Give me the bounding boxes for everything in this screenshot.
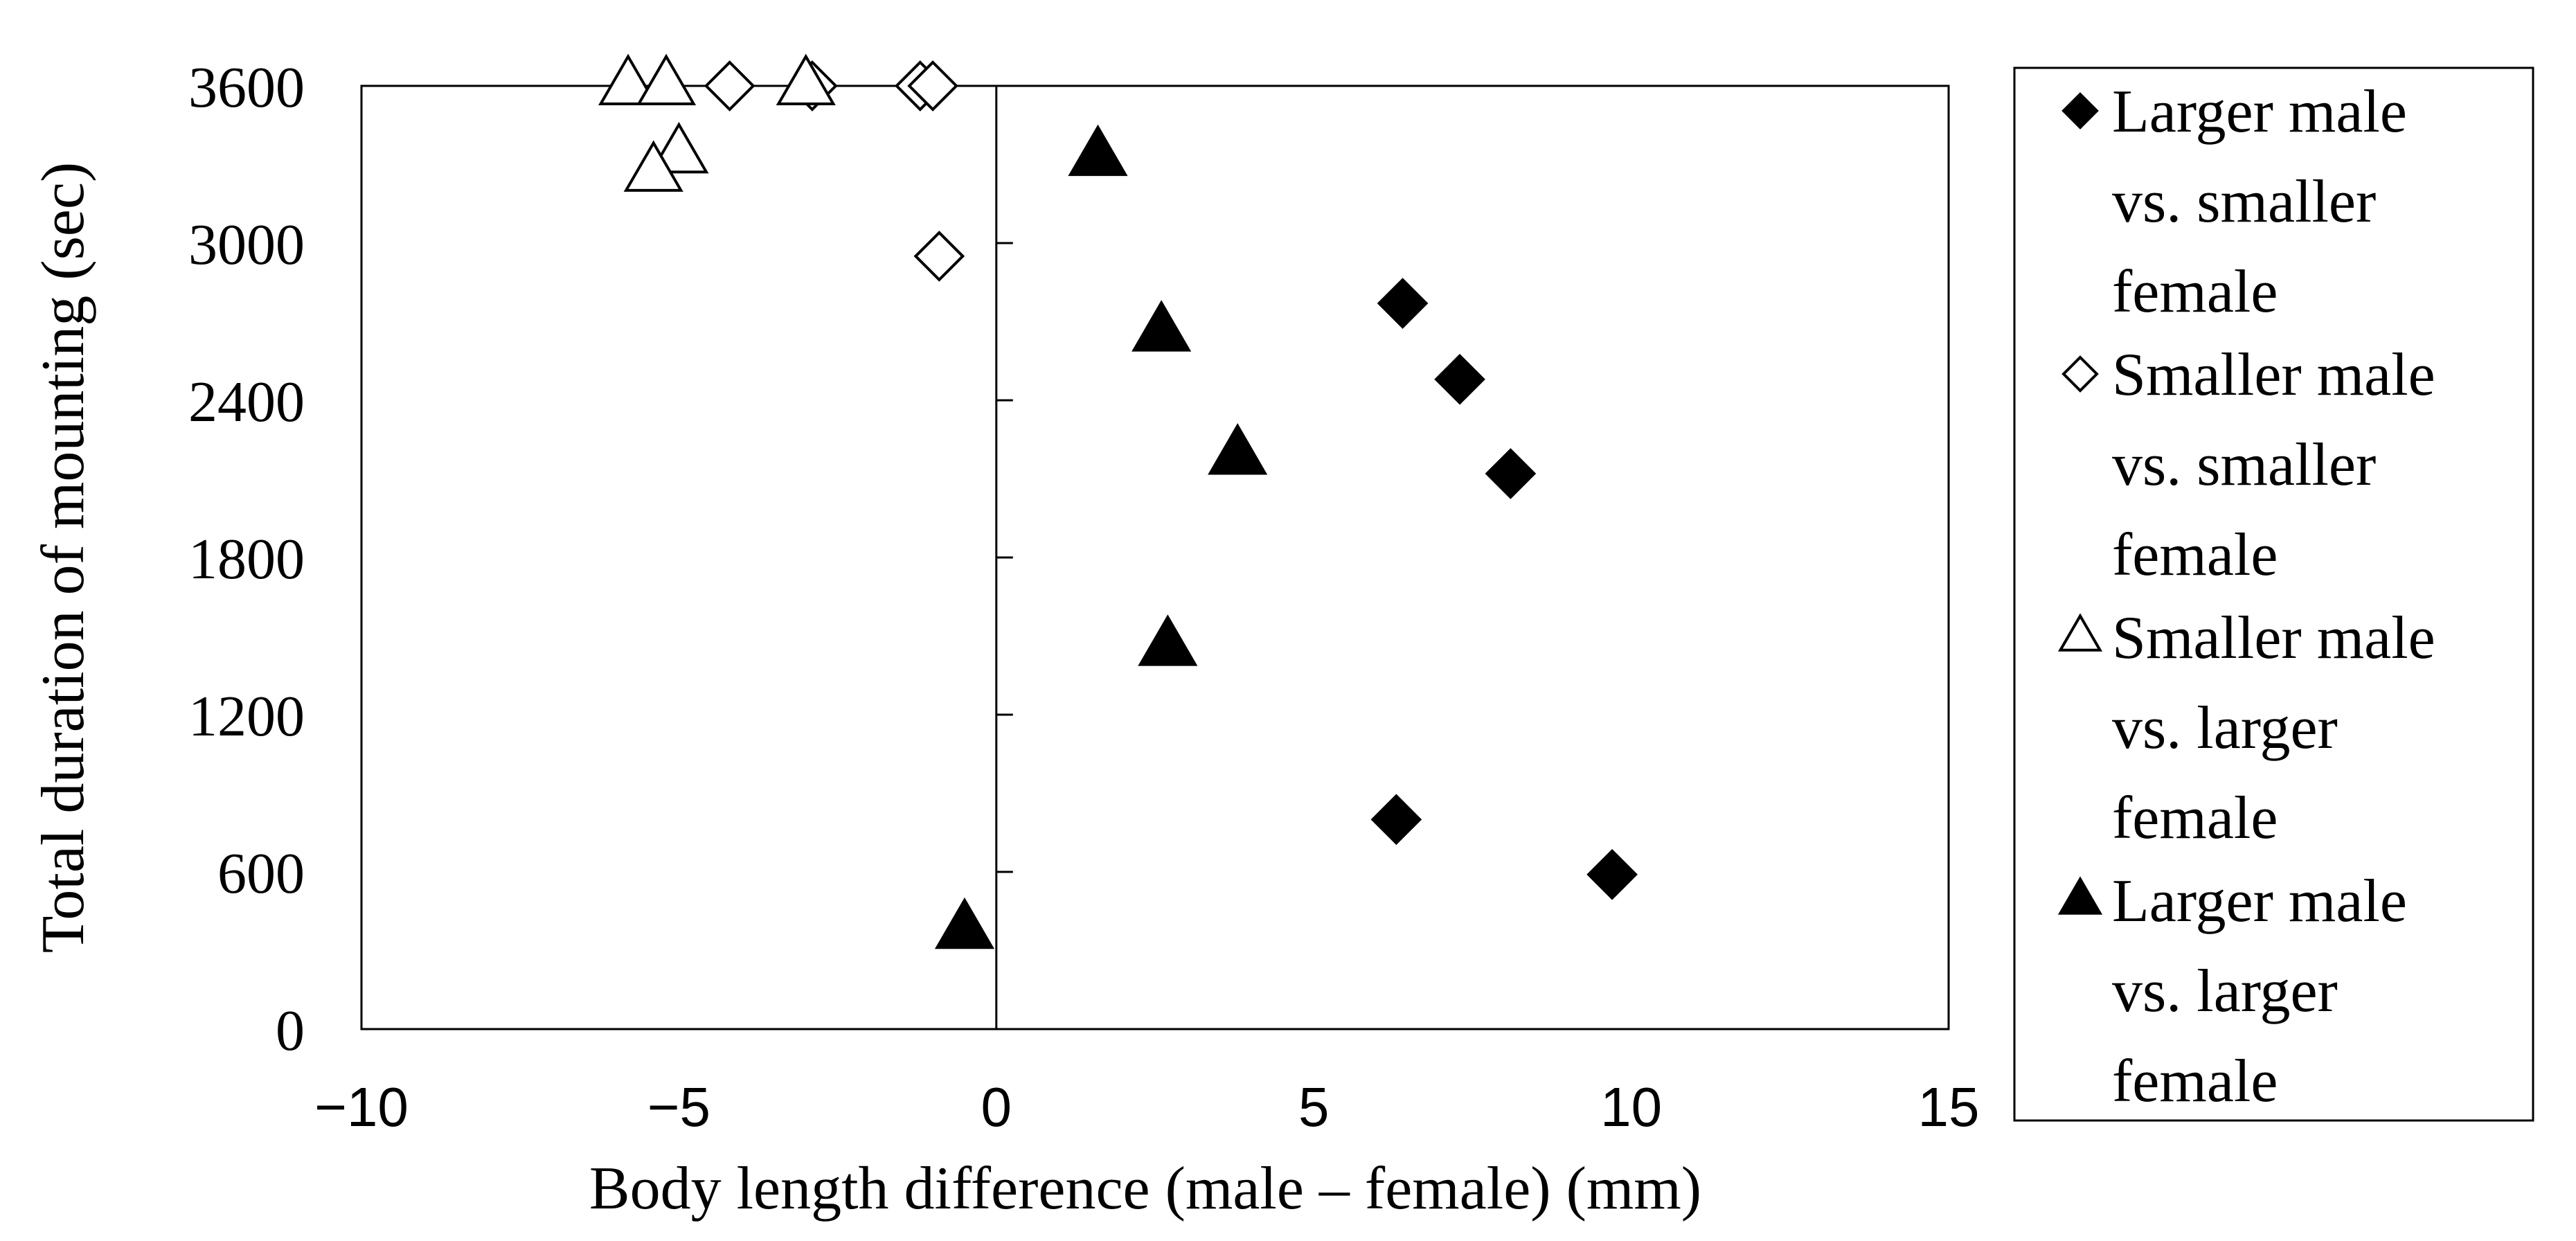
open-diamond-point (907, 60, 958, 111)
legend-entry-4: Larger male vs. larger female (2057, 868, 2407, 1115)
filled-triangle-point (1138, 614, 1198, 666)
legend-frame (2013, 66, 2534, 1122)
legend-label-line: female (2112, 785, 2278, 852)
legend-label-line: vs. larger (2112, 695, 2338, 762)
open-triangle-point (776, 53, 836, 105)
legend-label-line: vs. larger (2112, 958, 2338, 1025)
filled-triangle-point (1208, 423, 1268, 475)
legend-label-line: Smaller male (2112, 341, 2435, 409)
filled-diamond-point (1586, 848, 1638, 900)
y-tick-label: 0 (276, 999, 305, 1063)
filled-diamond-point (1434, 353, 1485, 405)
x-tick-label: 5 (1298, 1076, 1330, 1138)
legend-label-line: vs. smaller (2112, 431, 2376, 499)
y-tick-label: 3000 (188, 213, 305, 277)
legend-label-line: female (2112, 1048, 2278, 1115)
legend-label-line: vs. smaller (2112, 168, 2376, 235)
x-tick-label: −5 (647, 1076, 710, 1138)
legend-label-line: Smaller male (2112, 605, 2435, 672)
filled-triangle-point (1132, 300, 1192, 352)
series-4 (934, 124, 1268, 949)
legend-entry-3: Smaller male vs. larger female (2057, 605, 2435, 852)
y-tick-label: 600 (217, 841, 305, 906)
legend-label-line: Larger male (2112, 868, 2407, 935)
legend-filled-triangle-icon (2057, 876, 2103, 915)
legend-label-line: Larger male (2112, 78, 2407, 145)
legend-label-line: female (2112, 258, 2278, 325)
x-tick-label: 10 (1600, 1076, 1662, 1138)
series-3 (598, 53, 836, 192)
y-tick-label: 2400 (188, 370, 305, 434)
y-tick-label: 1200 (188, 684, 305, 749)
legend-open-triangle-icon (2057, 613, 2103, 652)
open-triangle-point (636, 53, 697, 105)
x-tick-label: 0 (981, 1076, 1012, 1138)
x-tick-label: 15 (1918, 1076, 1980, 1138)
legend-entry-1: Larger male vs. smaller female (2061, 78, 2407, 325)
plot-area-frame (360, 84, 1950, 1030)
legend-filled-diamond-icon (2061, 92, 2099, 130)
legend-entry-2: Smaller male vs. smaller female (2061, 341, 2435, 589)
open-diamond-point (913, 231, 965, 282)
filled-triangle-point (934, 897, 995, 949)
open-diamond-point (704, 60, 755, 111)
series-2 (704, 60, 965, 282)
data-points-layer (598, 53, 1638, 949)
filled-diamond-point (1377, 278, 1429, 329)
filled-diamond-point (1485, 448, 1537, 499)
x-tick-label: −10 (314, 1076, 409, 1138)
y-tick-label: 1800 (188, 527, 305, 591)
x-axis-label: Body length difference (male – female) (… (589, 1155, 1701, 1222)
series-1 (1370, 278, 1638, 900)
open-triangle-point (623, 140, 683, 192)
open-triangle-point (649, 121, 709, 174)
legend-label-line: female (2112, 521, 2278, 589)
open-triangle-point (598, 53, 659, 105)
filled-diamond-point (1370, 794, 1422, 846)
y-tick-label: 3600 (188, 55, 305, 120)
legend-open-diamond-icon (2061, 355, 2099, 393)
filled-triangle-point (1068, 124, 1128, 177)
axes-layer: 0 600 1200 1800 2400 3000 3600 −10 −5 0 5 10 15 (188, 55, 1979, 1138)
y-axis-label: Total duration of mounting (sec) (30, 162, 97, 953)
